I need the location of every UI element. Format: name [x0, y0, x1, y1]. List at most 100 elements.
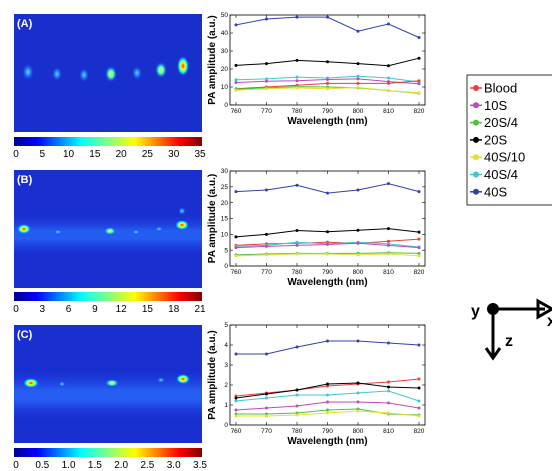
colorbar-tick-label: 21 — [194, 304, 206, 315]
x-tick-label: 810 — [383, 269, 394, 276]
data-point — [417, 246, 421, 250]
data-point — [265, 62, 268, 66]
data-point — [295, 15, 299, 19]
data-point — [234, 399, 238, 403]
y-tick-label: 2 — [224, 382, 228, 389]
x-axis-label: Wavelength (nm) — [287, 436, 367, 447]
colorbar-tick-label: 12 — [116, 304, 128, 315]
colorbar-tick-label: 30 — [168, 149, 180, 160]
colorbar-c: 0 0.5 1.0 1.5 2.0 2.5 3.0 3.5 — [13, 448, 207, 471]
data-point — [356, 77, 360, 81]
legend-label: Blood — [484, 81, 517, 96]
data-point — [326, 230, 329, 234]
data-point — [295, 58, 299, 62]
data-point — [356, 253, 360, 257]
colorbar-tick-label: 0 — [13, 304, 19, 315]
y-tick-label: 15 — [221, 216, 229, 223]
x-tick-label: 800 — [353, 108, 364, 115]
data-point — [265, 188, 268, 192]
data-point — [265, 244, 268, 248]
data-point — [326, 60, 329, 64]
colorbar-tick-label: 3.5 — [193, 460, 207, 471]
data-point — [295, 243, 299, 247]
y-tick-label: 0 — [224, 102, 228, 109]
x-tick-label: 820 — [414, 428, 425, 435]
colorbar-tick-label: 35 — [194, 149, 206, 160]
data-point — [295, 183, 299, 187]
data-point — [417, 36, 421, 39]
y-tick-label: 20 — [221, 66, 229, 73]
data-point — [356, 74, 360, 78]
colorbar-tick-label: 3 — [40, 304, 46, 315]
x-tick-label: 820 — [414, 108, 425, 115]
y-tick-label: 0 — [224, 263, 228, 270]
data-point — [356, 381, 360, 385]
data-point — [234, 246, 238, 250]
y-axis-label: PA amplitude (a.u.) — [207, 330, 218, 419]
legend-marker — [473, 171, 479, 178]
data-point — [234, 88, 238, 92]
data-point — [326, 408, 329, 412]
y-tick-label: 1 — [224, 402, 228, 409]
plot-frame — [229, 170, 426, 267]
data-point — [234, 254, 238, 258]
data-point — [234, 414, 238, 418]
data-point — [417, 414, 421, 418]
x-tick-label: 770 — [261, 108, 272, 115]
data-point — [295, 79, 299, 83]
colorbar-a: 0 5 10 15 20 25 30 35 — [13, 137, 206, 160]
x-tick-label: 790 — [322, 269, 333, 276]
legend-label: 40S/10 — [484, 150, 525, 165]
y-tick-label: 10 — [221, 84, 229, 91]
x-tick-label: 810 — [383, 428, 394, 435]
y-tick-label: 30 — [221, 168, 229, 175]
y-tick-label: 50 — [221, 12, 229, 19]
data-point — [387, 22, 390, 26]
data-point — [356, 400, 360, 404]
image-panel-b: (B) — [14, 170, 202, 288]
colorbar-tick-label: 2.5 — [140, 460, 154, 471]
z-axis-arrowhead — [484, 347, 502, 361]
data-point — [326, 81, 329, 85]
y-tick-label: 4 — [224, 342, 228, 349]
legend-label: 10S — [484, 98, 507, 113]
data-point — [387, 76, 390, 80]
data-point — [356, 81, 360, 85]
chart-2: 0 1 2 3 4 5 760 770 780 790 800 810 820 Wavelength (n… — [207, 322, 426, 447]
data-point — [234, 23, 238, 27]
x-tick-label: 760 — [231, 108, 242, 115]
y-tick-label: 0 — [224, 422, 228, 429]
colorbar-b: 0 3 6 9 12 15 18 21 — [13, 292, 206, 315]
data-point — [265, 232, 268, 236]
data-point — [295, 240, 299, 244]
y-tick-label: 5 — [224, 322, 228, 329]
data-point — [356, 62, 360, 66]
x-tick-label: 780 — [292, 428, 303, 435]
data-point — [295, 75, 299, 79]
y-axis-label: PA amplitude (a.u.) — [207, 15, 218, 104]
data-point — [265, 17, 268, 21]
data-point — [326, 400, 329, 404]
legend: Blood 10S 20S/4 20S 40S/10 40S/4 40S — [466, 74, 552, 206]
data-point — [326, 252, 329, 256]
data-point — [326, 15, 329, 19]
data-point — [234, 396, 238, 400]
data-point — [265, 392, 268, 396]
data-point — [326, 382, 329, 386]
data-point — [326, 393, 329, 397]
data-point — [417, 237, 421, 241]
legend-marker — [473, 119, 479, 126]
x-tick-label: 790 — [322, 428, 333, 435]
colorbar-tick-label: 15 — [89, 149, 101, 160]
panel-label-a: (A) — [17, 18, 33, 30]
data-point — [387, 227, 390, 231]
colorbar-tick-label: 2.0 — [114, 460, 128, 471]
colorbar-tick-label: 3.0 — [167, 460, 181, 471]
data-point — [387, 401, 390, 405]
data-point — [265, 396, 268, 400]
data-point — [417, 91, 421, 95]
data-point — [234, 235, 238, 239]
data-point — [356, 85, 360, 89]
data-point — [234, 63, 238, 67]
